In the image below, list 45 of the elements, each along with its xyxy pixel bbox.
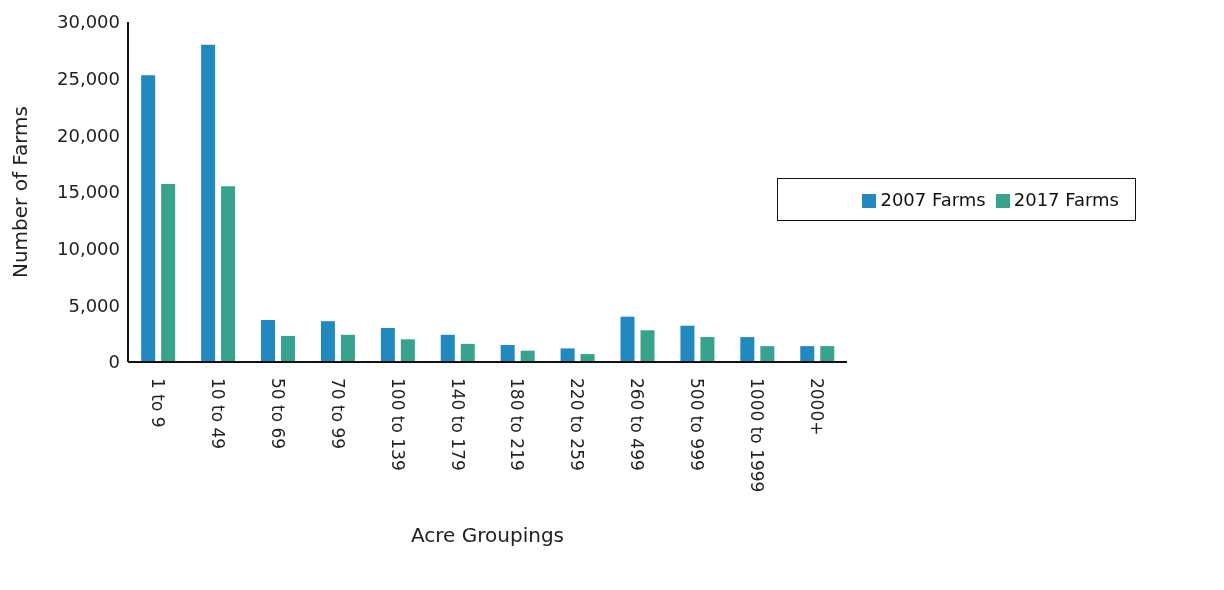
x-tick-label: 260 to 499 xyxy=(627,378,648,471)
y-tick-label: 10,000 xyxy=(57,238,120,260)
y-axis-title: Number of Farms xyxy=(8,105,33,279)
bar xyxy=(620,316,635,362)
bar xyxy=(440,334,455,362)
x-tick-label: 100 to 139 xyxy=(387,378,408,471)
bar xyxy=(700,337,715,362)
x-tick-label: 1000 to 1999 xyxy=(747,378,768,493)
bar xyxy=(560,348,575,362)
bar xyxy=(320,321,335,362)
x-tick-label: 140 to 179 xyxy=(447,378,468,471)
bar xyxy=(380,328,395,362)
bar xyxy=(161,184,176,362)
y-tick-label: 15,000 xyxy=(57,181,120,203)
y-tick-label: 5,000 xyxy=(68,294,120,316)
bar xyxy=(340,334,355,362)
bar xyxy=(141,75,156,362)
bar xyxy=(800,346,815,362)
y-tick-label: 20,000 xyxy=(57,124,120,146)
bar xyxy=(820,346,835,362)
y-tick-label: 30,000 xyxy=(57,11,120,33)
bar xyxy=(640,330,655,362)
bar xyxy=(221,186,236,362)
bar xyxy=(261,320,276,362)
bar xyxy=(500,345,515,362)
bar xyxy=(201,44,216,362)
bar xyxy=(460,343,475,362)
y-tick-label: 0 xyxy=(108,351,120,373)
x-tick-label: 1 to 9 xyxy=(147,378,168,428)
legend-label: 2007 Farms xyxy=(880,189,986,210)
bar xyxy=(281,335,296,362)
x-tick-label: 10 to 49 xyxy=(207,378,228,450)
bar xyxy=(740,337,755,362)
bar xyxy=(400,339,415,362)
bar xyxy=(680,325,695,362)
x-tick-label: 500 to 999 xyxy=(687,378,708,471)
bar xyxy=(760,346,775,362)
x-tick-label: 180 to 219 xyxy=(507,378,528,471)
x-axis-title: Acre Groupings xyxy=(410,523,565,547)
x-tick-label: 70 to 99 xyxy=(327,378,348,450)
x-tick-label: 2000+ xyxy=(807,378,828,436)
x-tick-label: 220 to 259 xyxy=(567,378,588,471)
x-tick-label: 50 to 69 xyxy=(267,378,288,450)
legend-label: 2017 Farms xyxy=(1013,189,1119,210)
y-tick-label: 25,000 xyxy=(57,68,120,90)
